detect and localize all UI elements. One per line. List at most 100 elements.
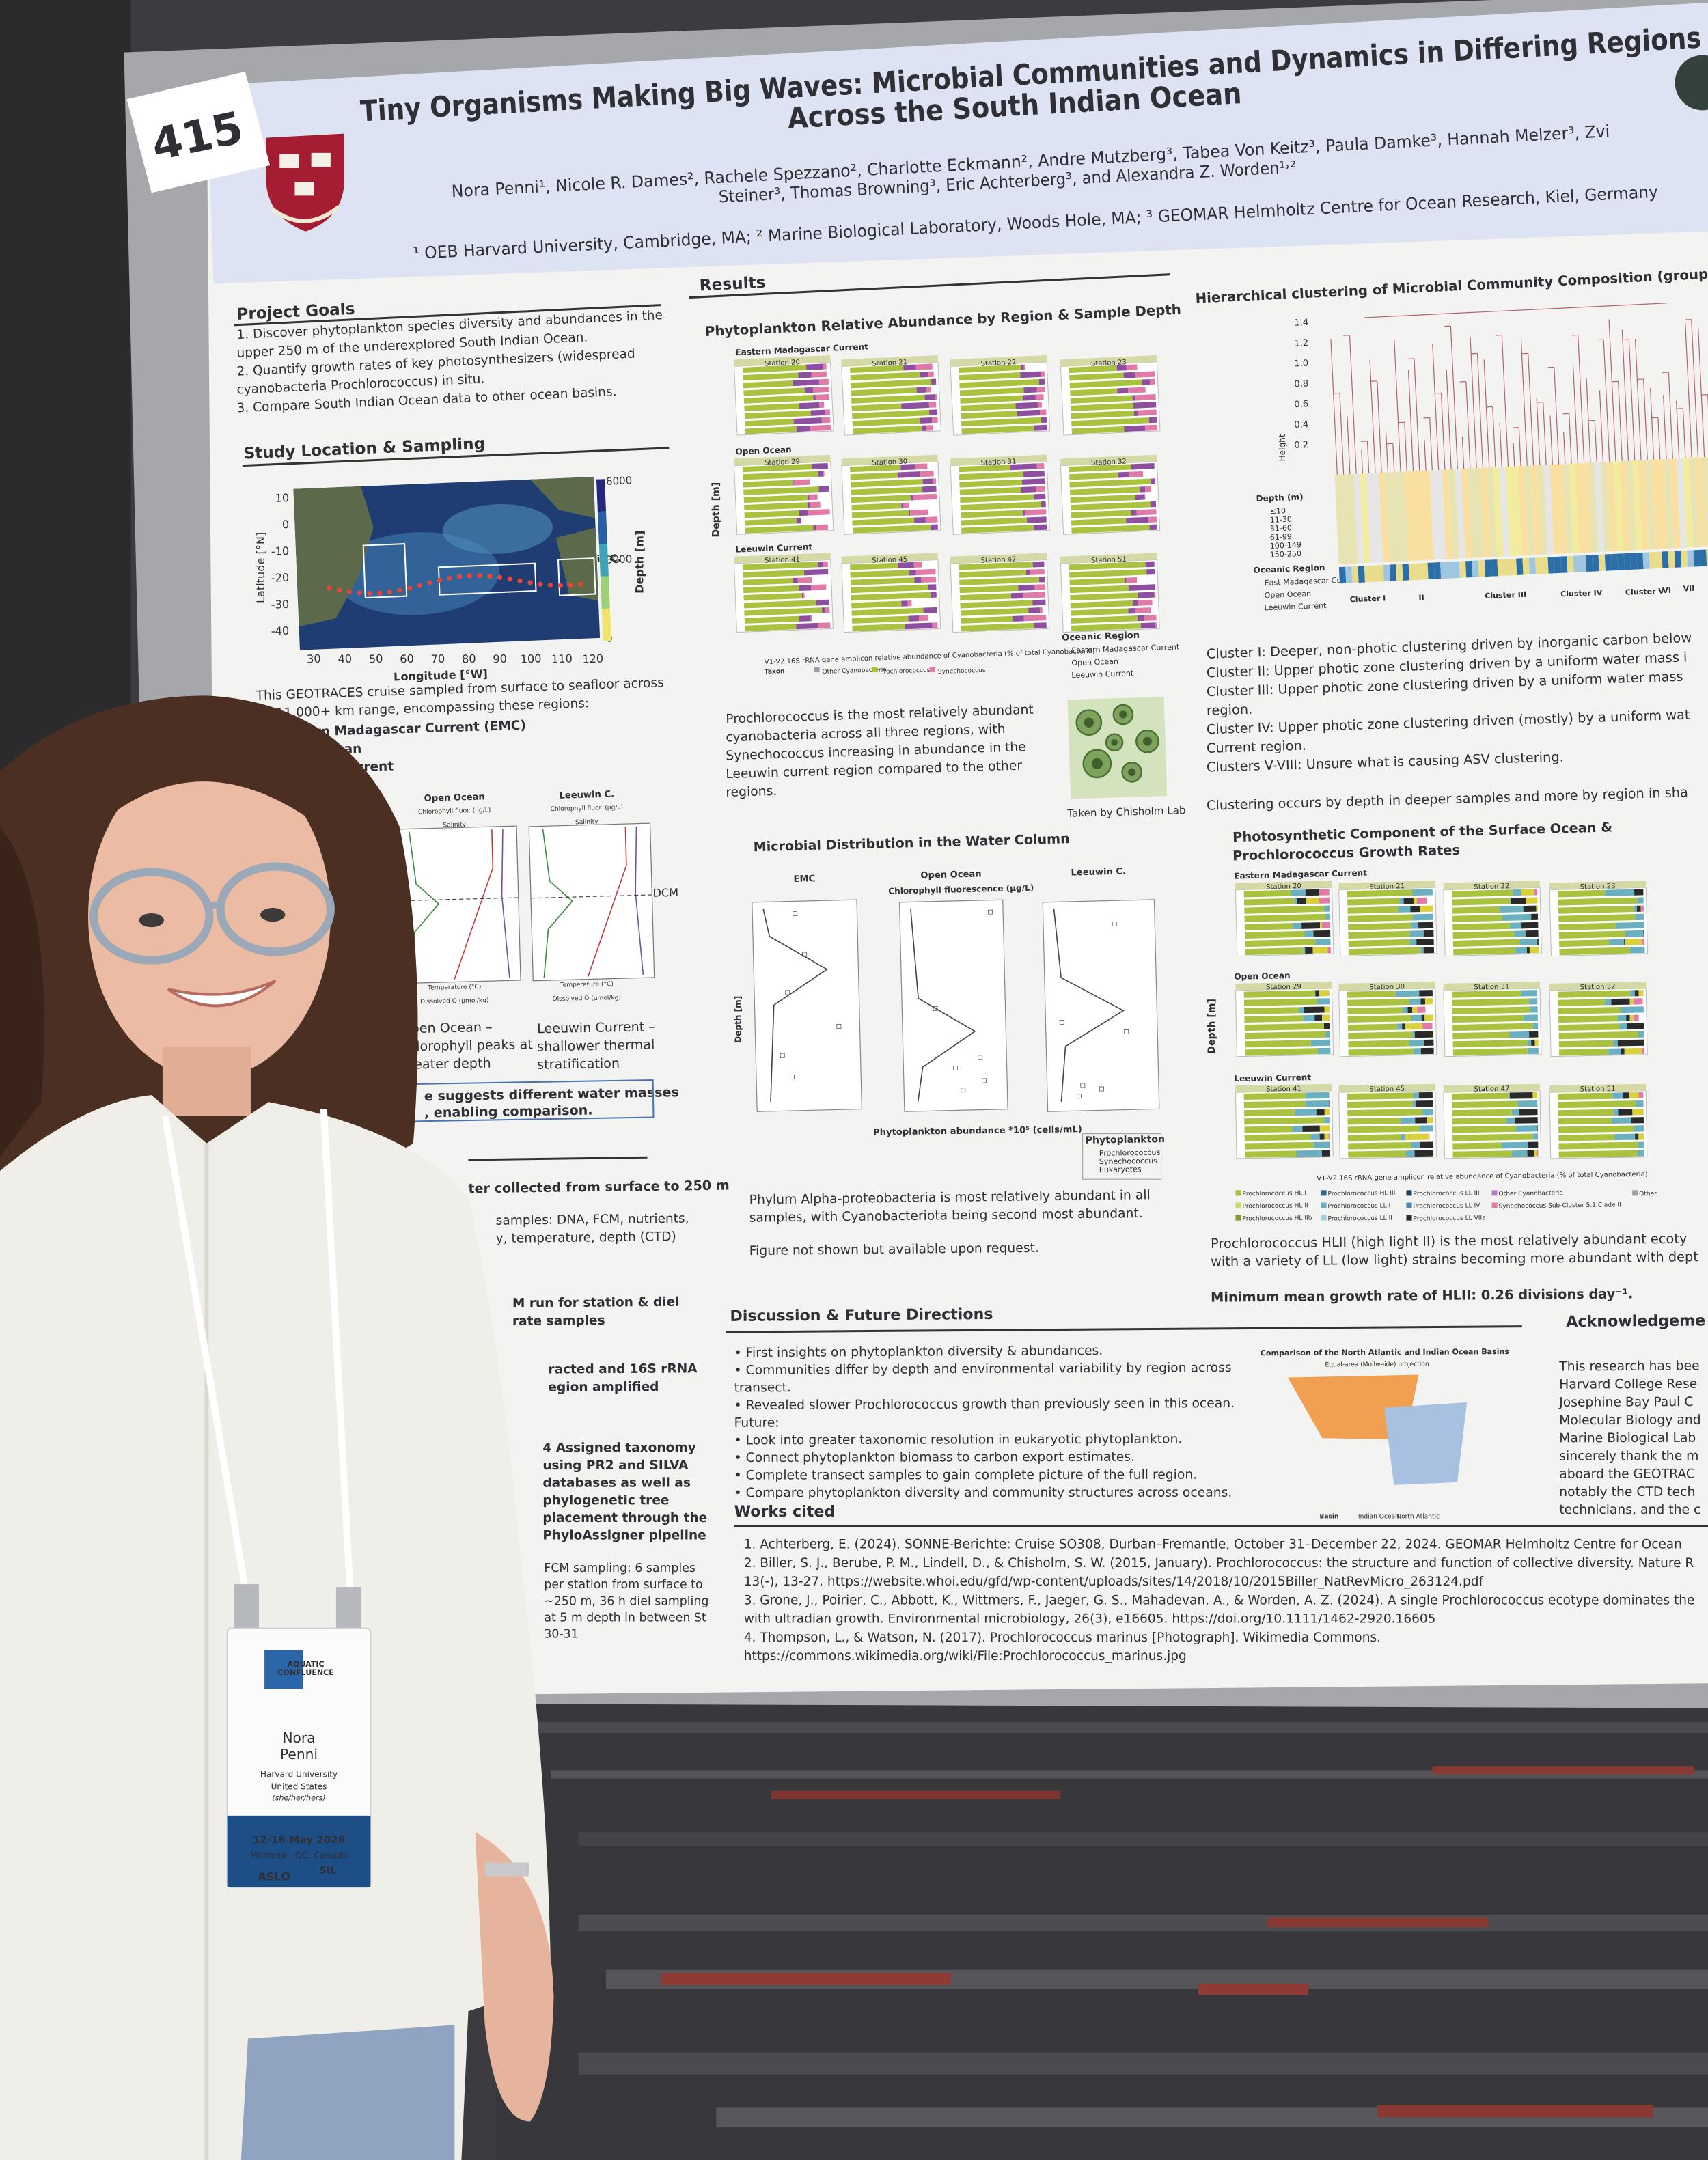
lat-ticks-text: 0 (282, 518, 290, 531)
heights-text: 1.4 (1294, 318, 1309, 329)
depth-cell (1569, 463, 1580, 553)
figure-panel (726, 1325, 1522, 1333)
legend-swatch (929, 667, 935, 673)
bar-segment (1312, 947, 1328, 954)
lon-label-text: Longitude [°W] (394, 667, 488, 684)
name-text: Penni (280, 1746, 318, 1762)
bar-segment (1611, 1117, 1631, 1124)
glasses-lens (89, 868, 214, 965)
bar-segment (1069, 379, 1142, 389)
logo (1675, 55, 1708, 111)
depth-cell (1517, 465, 1529, 556)
bar-segment (818, 486, 829, 493)
bar-segment (1509, 1092, 1533, 1099)
bar-segment (1144, 615, 1157, 621)
dendro-branch (1675, 400, 1680, 459)
fcm-text: per station from surface to (544, 1578, 702, 1592)
bar-segment (1534, 1039, 1539, 1046)
region-cell (1636, 552, 1644, 570)
stations-text: Station 41 (1266, 1085, 1301, 1094)
legend-title-text: Phytoplankton (1086, 1134, 1166, 1146)
bar-segment (961, 411, 1017, 419)
bar-segment (961, 510, 1023, 518)
dendro-branch (1572, 364, 1579, 464)
region-cell (1693, 549, 1700, 567)
ctd-profile (454, 829, 494, 980)
region-cell (1642, 552, 1650, 570)
bar-segment (742, 364, 807, 374)
bar-segment (1402, 1023, 1405, 1030)
refs-text: 3. Grone, J., Poirier, C., Abbott, K., W… (744, 1593, 1695, 1607)
regions-text: Open Ocean (1234, 971, 1291, 982)
bar-segment (1327, 947, 1331, 954)
bar-segment (850, 472, 898, 480)
bar-segment (1313, 1141, 1330, 1148)
bar-segment (1397, 1023, 1403, 1030)
region-cell (1497, 559, 1504, 577)
bar-segment (1452, 1142, 1502, 1150)
bar-segment (1558, 1031, 1638, 1040)
bar-segment (851, 403, 902, 412)
bar-segment (1128, 584, 1156, 591)
refs-text: 2. Biller, S. J., Berube, P. M., Lindell… (744, 1556, 1694, 1570)
depth-cell (1486, 467, 1498, 557)
bar-segment (1513, 930, 1526, 937)
bar-segment (1558, 999, 1606, 1006)
bar-segment (1558, 913, 1636, 922)
bar-segment (1348, 1031, 1413, 1040)
dist-point (988, 909, 993, 915)
legend-text: Other (1639, 1191, 1657, 1197)
bar-segment (1452, 1048, 1528, 1056)
bar-segment (1519, 1109, 1538, 1116)
bar-segment (1521, 889, 1534, 896)
bar-segment (1634, 990, 1639, 997)
bar-segment (1123, 372, 1136, 378)
heights-text: 0.4 (1294, 419, 1308, 430)
bar-segment (1413, 1048, 1421, 1055)
bar-segment (1135, 494, 1145, 501)
bar-segment (1620, 1006, 1644, 1014)
figure-panel (234, 304, 661, 327)
bar-segment (1510, 922, 1522, 929)
lines-text: • First insights on phytoplankton divers… (734, 1344, 1103, 1360)
bar-segment (1537, 1125, 1538, 1132)
shield-book (311, 152, 331, 167)
lon-ticks-text: 50 (369, 652, 383, 666)
eye (139, 913, 164, 928)
bar-segment (915, 363, 933, 370)
bar-segment (1424, 1039, 1434, 1047)
bar-segment (1419, 990, 1433, 997)
bar-segment (1126, 516, 1148, 524)
lines-text: • Revealed slower Prochlorococcus growth… (734, 1396, 1235, 1413)
bar-segment (1319, 897, 1330, 904)
name-text: Nora (282, 1730, 315, 1746)
bar-segment (852, 409, 930, 419)
bar-segment (1559, 947, 1630, 956)
dendro-branch (1569, 413, 1572, 464)
bar-segment (1452, 1117, 1507, 1125)
bar-segment (1324, 1117, 1330, 1124)
bar-segment (1116, 365, 1127, 371)
bar-segment (1347, 1015, 1411, 1023)
bar-segment (1558, 922, 1616, 930)
fcm-text: at 5 m depth in between St (544, 1611, 706, 1625)
bar-segment (921, 577, 937, 583)
bar-segment (1348, 1142, 1411, 1150)
bar-segment (1069, 577, 1125, 585)
bar-segment (898, 562, 914, 568)
dendro-branch (1394, 340, 1401, 472)
bar-segment (1245, 939, 1316, 947)
bar-segment (823, 363, 827, 370)
bar-segment (823, 471, 825, 477)
bar-segment (1244, 1015, 1304, 1023)
stations-text: Station 22 (980, 359, 1016, 368)
bar-segment (851, 615, 909, 624)
panel-strip (1060, 553, 1157, 564)
bar-segment (744, 410, 811, 419)
legend-text: Prochlorococcus LL II (1327, 1215, 1392, 1223)
bar-segment (743, 495, 808, 503)
bar-segment (1347, 998, 1410, 1006)
bar-segment (1303, 947, 1306, 954)
panel-strip (1443, 1083, 1541, 1093)
lon-ticks-text: 100 (520, 652, 541, 665)
